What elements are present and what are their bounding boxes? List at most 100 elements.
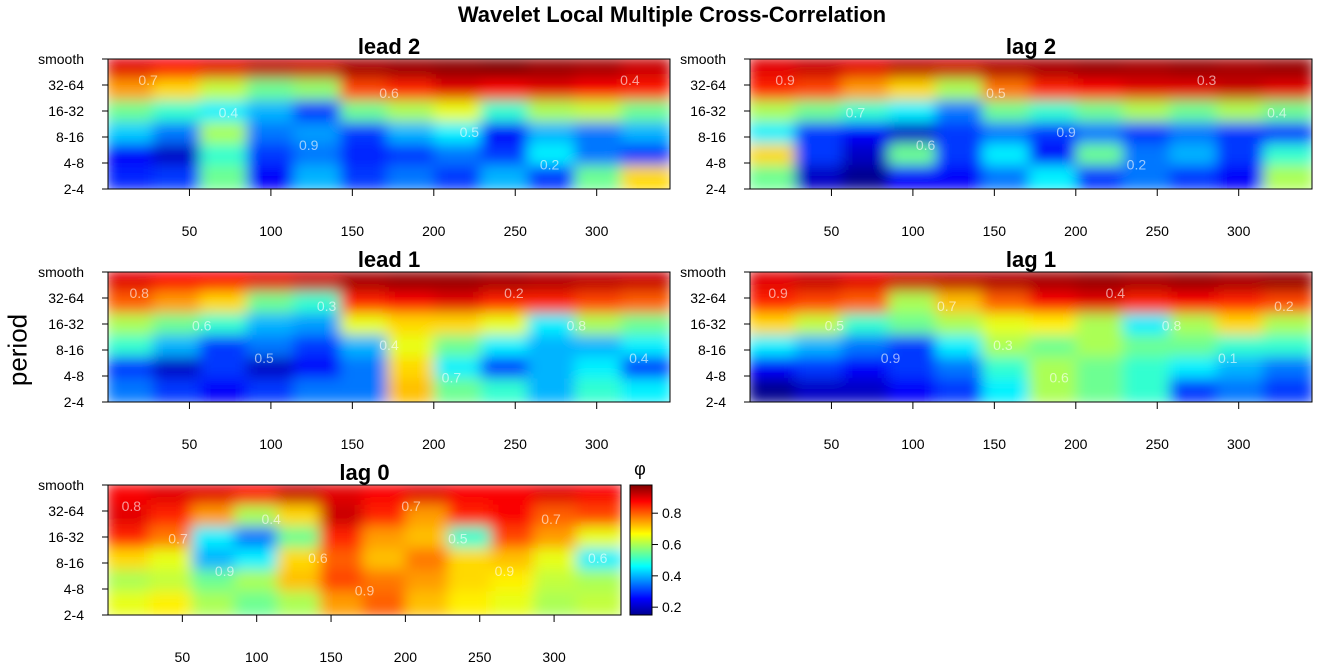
heatmap-cell xyxy=(362,548,410,574)
heatmap-cell xyxy=(533,504,581,531)
heatmap-cell xyxy=(152,100,204,126)
x-tick-label: 50 xyxy=(175,649,191,665)
heatmap-cell xyxy=(1216,78,1268,105)
colorbar-scale xyxy=(629,484,653,616)
heatmap-cell xyxy=(1169,78,1221,105)
contour-label: 0.2 xyxy=(540,157,560,173)
heatmap-cell xyxy=(480,356,532,383)
colorbar-tick-label: 0.2 xyxy=(662,599,682,615)
heatmap-cell xyxy=(621,291,670,318)
panel-title: lead 1 xyxy=(358,247,420,272)
heatmap-cell xyxy=(277,504,324,531)
heatmap-cell xyxy=(1169,313,1221,339)
heatmap-cell xyxy=(574,291,626,318)
heatmap-cell xyxy=(293,165,345,189)
heatmap-cell xyxy=(888,59,940,83)
heatmap-cell xyxy=(1075,313,1127,339)
heatmap-cell xyxy=(750,335,799,361)
heatmap-cell xyxy=(935,313,987,339)
contour-label: 0.3 xyxy=(993,337,1013,353)
heatmap-cell xyxy=(527,313,579,339)
heatmap-cell xyxy=(480,59,532,83)
heatmap-cell xyxy=(533,485,581,509)
contour-label: 0.6 xyxy=(916,137,936,153)
heatmap-cell xyxy=(191,591,239,615)
heatmap-cell xyxy=(1216,291,1268,318)
y-tick-label: 16-32 xyxy=(690,316,726,332)
heatmap-cell xyxy=(319,526,367,552)
heatmap-cell xyxy=(1263,291,1312,318)
y-tick-label: 2-4 xyxy=(706,181,726,197)
x-tick-label: 200 xyxy=(1064,223,1088,239)
heatmap-cell xyxy=(888,335,940,361)
heatmap-cell xyxy=(794,100,846,126)
heatmap-cell xyxy=(405,591,453,615)
heatmap-cell xyxy=(480,335,532,361)
heatmap-cell xyxy=(234,569,282,596)
heatmap-cell xyxy=(490,526,538,552)
heatmap-cell xyxy=(448,526,495,552)
heatmap-cell xyxy=(794,378,846,402)
heatmap-cell xyxy=(108,291,157,318)
heatmap-cell xyxy=(1263,272,1312,296)
heatmap-cell xyxy=(1169,59,1221,83)
figure-title: Wavelet Local Multiple Cross-Correlation xyxy=(457,2,887,27)
heatmap-cell xyxy=(277,526,324,552)
heatmap-cell xyxy=(152,78,204,105)
y-tick-label: 32-64 xyxy=(48,290,84,306)
heatmap-cell xyxy=(1216,59,1268,83)
heatmap-cell xyxy=(888,100,940,126)
heatmap-cell xyxy=(340,165,391,189)
heatmap-cell xyxy=(621,122,670,148)
heatmap-cell xyxy=(405,504,453,531)
heatmap-cell xyxy=(148,485,196,509)
panel-title: lag 1 xyxy=(1006,247,1056,272)
heatmap-cell xyxy=(480,78,532,105)
contour-label: 0.4 xyxy=(1267,105,1287,121)
heatmap-cell xyxy=(794,143,846,170)
heatmap-cell xyxy=(387,272,438,296)
heatmap-cell xyxy=(1122,100,1174,126)
heatmap-cell xyxy=(1263,100,1312,126)
heatmap-cell xyxy=(340,313,391,339)
heatmap-cell xyxy=(234,504,282,531)
heatmap-cell xyxy=(108,272,157,296)
contour-label: 0.7 xyxy=(937,298,957,314)
heatmap-cell xyxy=(108,143,157,170)
contour-label: 0.4 xyxy=(219,105,239,121)
heatmap-cell xyxy=(405,548,453,574)
heatmap-cell xyxy=(108,504,153,531)
panel-lag-2: 0.9 0.7 0.6 0.5 0.9 0.2 0.3 0.4 lag 2 2-4 4-8 8-16 1… xyxy=(680,34,1313,239)
heatmap-cell xyxy=(1169,122,1221,148)
heatmap-cell xyxy=(1029,78,1080,105)
heatmap-cell xyxy=(191,485,239,509)
heatmap-cell xyxy=(1169,378,1221,402)
heatmap-cell xyxy=(387,291,438,318)
heatmap-cell xyxy=(108,122,157,148)
heatmap-cell xyxy=(191,548,239,574)
heatmap-cell xyxy=(277,569,324,596)
heatmap-cell xyxy=(1122,143,1174,170)
heatmap-cell xyxy=(533,526,581,552)
heatmap-cell xyxy=(527,356,579,383)
contour-label: 0.4 xyxy=(629,350,649,366)
heatmap-cell xyxy=(1216,272,1268,296)
heatmap-cell xyxy=(199,313,251,339)
contour-label: 0.8 xyxy=(129,285,149,301)
heatmap-cell xyxy=(319,485,367,509)
heatmap-cell xyxy=(108,356,157,383)
heatmap-cell xyxy=(387,100,438,126)
heatmap-cell xyxy=(574,378,626,402)
heatmap-cell xyxy=(794,78,846,105)
heatmap-cell xyxy=(1169,335,1221,361)
heatmap-cell xyxy=(1075,143,1127,170)
y-tick-label: 2-4 xyxy=(64,394,84,410)
heatmap-cell xyxy=(246,59,298,83)
heatmap-cell xyxy=(199,291,251,318)
y-tick-label: 16-32 xyxy=(48,316,84,332)
heatmap-cell xyxy=(794,272,846,296)
heatmap-cell xyxy=(108,335,157,361)
x-tick-label: 50 xyxy=(824,436,840,452)
heatmap-cell xyxy=(574,356,626,383)
contour-label: 0.6 xyxy=(192,318,212,334)
